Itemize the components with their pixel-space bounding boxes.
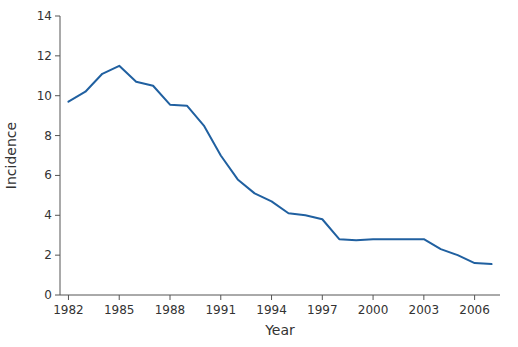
y-tick-label: 12: [37, 49, 52, 63]
x-axis-line: [60, 295, 500, 296]
x-tick-label: 1994: [256, 303, 287, 317]
y-axis-label: Incidence: [3, 122, 19, 189]
y-tick-label: 10: [37, 89, 52, 103]
y-tick-label: 14: [37, 9, 52, 23]
x-axis-label: Year: [264, 322, 295, 338]
x-tick: [271, 295, 272, 300]
y-tick: [55, 55, 60, 56]
y-tick: [55, 295, 60, 296]
y-tick: [55, 95, 60, 96]
axes: 1982 1985 1988 1991 1994 1997 2000 2003 2006 0 2 4 6…: [37, 9, 500, 317]
y-tick-label: 6: [44, 168, 52, 182]
y-tick: [55, 255, 60, 256]
y-tick-label: 0: [44, 288, 52, 302]
x-tick: [68, 295, 69, 300]
x-tick: [119, 295, 120, 300]
y-axis-line: [60, 16, 61, 295]
x-tick-label: 1997: [307, 303, 338, 317]
x-tick-label: 1982: [53, 303, 84, 317]
x-tick-label: 2006: [459, 303, 490, 317]
y-tick: [55, 16, 60, 17]
plot-area: [68, 66, 491, 264]
y-tick-label: 8: [44, 129, 52, 143]
y-tick: [55, 135, 60, 136]
x-tick: [373, 295, 374, 300]
line: [68, 66, 491, 264]
x-tick-label: 1985: [104, 303, 135, 317]
y-tick-label: 4: [44, 208, 52, 222]
y-tick: [55, 215, 60, 216]
y-tick: [55, 175, 60, 176]
x-tick-label: 1988: [155, 303, 186, 317]
x-tick: [220, 295, 221, 300]
chart-container: 1982 1985 1988 1991 1994 1997 2000 2003 2006 0 2 4 6…: [0, 0, 518, 347]
x-tick: [423, 295, 424, 300]
y-tick-label: 2: [44, 248, 52, 262]
chart: 1982 1985 1988 1991 1994 1997 2000 2003 2006 0 2 4 6…: [0, 0, 518, 347]
x-tick-label: 2000: [358, 303, 389, 317]
x-tick-label: 2003: [409, 303, 440, 317]
x-tick-label: 1991: [205, 303, 236, 317]
x-tick: [474, 295, 475, 300]
x-tick: [322, 295, 323, 300]
x-tick: [170, 295, 171, 300]
